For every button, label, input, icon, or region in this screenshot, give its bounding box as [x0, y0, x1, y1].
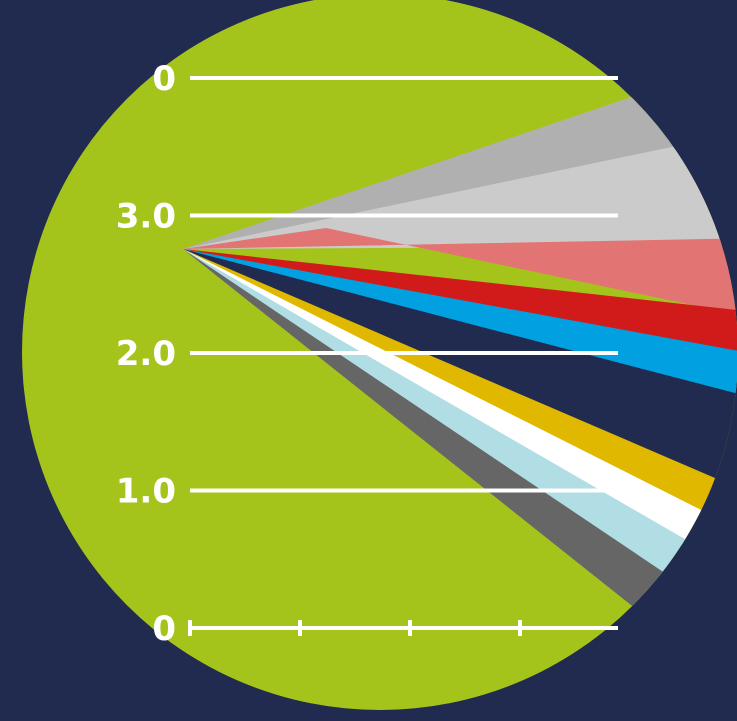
- pie-slice-4: [183, 228, 737, 322]
- pie-slice-3: [183, 141, 737, 249]
- y-tick-label-0: 0: [152, 609, 176, 649]
- pie-slice-9: [183, 249, 737, 568]
- y-tick-label-2: 2.0: [116, 334, 176, 374]
- pie-wedges: [183, 90, 737, 632]
- y-tick-label-4: 0: [152, 59, 176, 99]
- pie-slice-10: [183, 249, 721, 602]
- y-tick-label-1: 1.0: [116, 472, 176, 512]
- x-axis: [188, 620, 618, 636]
- y-axis-labels: 0 1.0 2.0 3.0 0: [116, 59, 176, 649]
- pie-slice-7: [183, 249, 737, 502]
- pie-slice-2: [183, 90, 700, 249]
- y-tick-label-3: 3.0: [116, 197, 176, 237]
- pie-slice-11: [183, 249, 696, 632]
- gridlines: [190, 76, 618, 493]
